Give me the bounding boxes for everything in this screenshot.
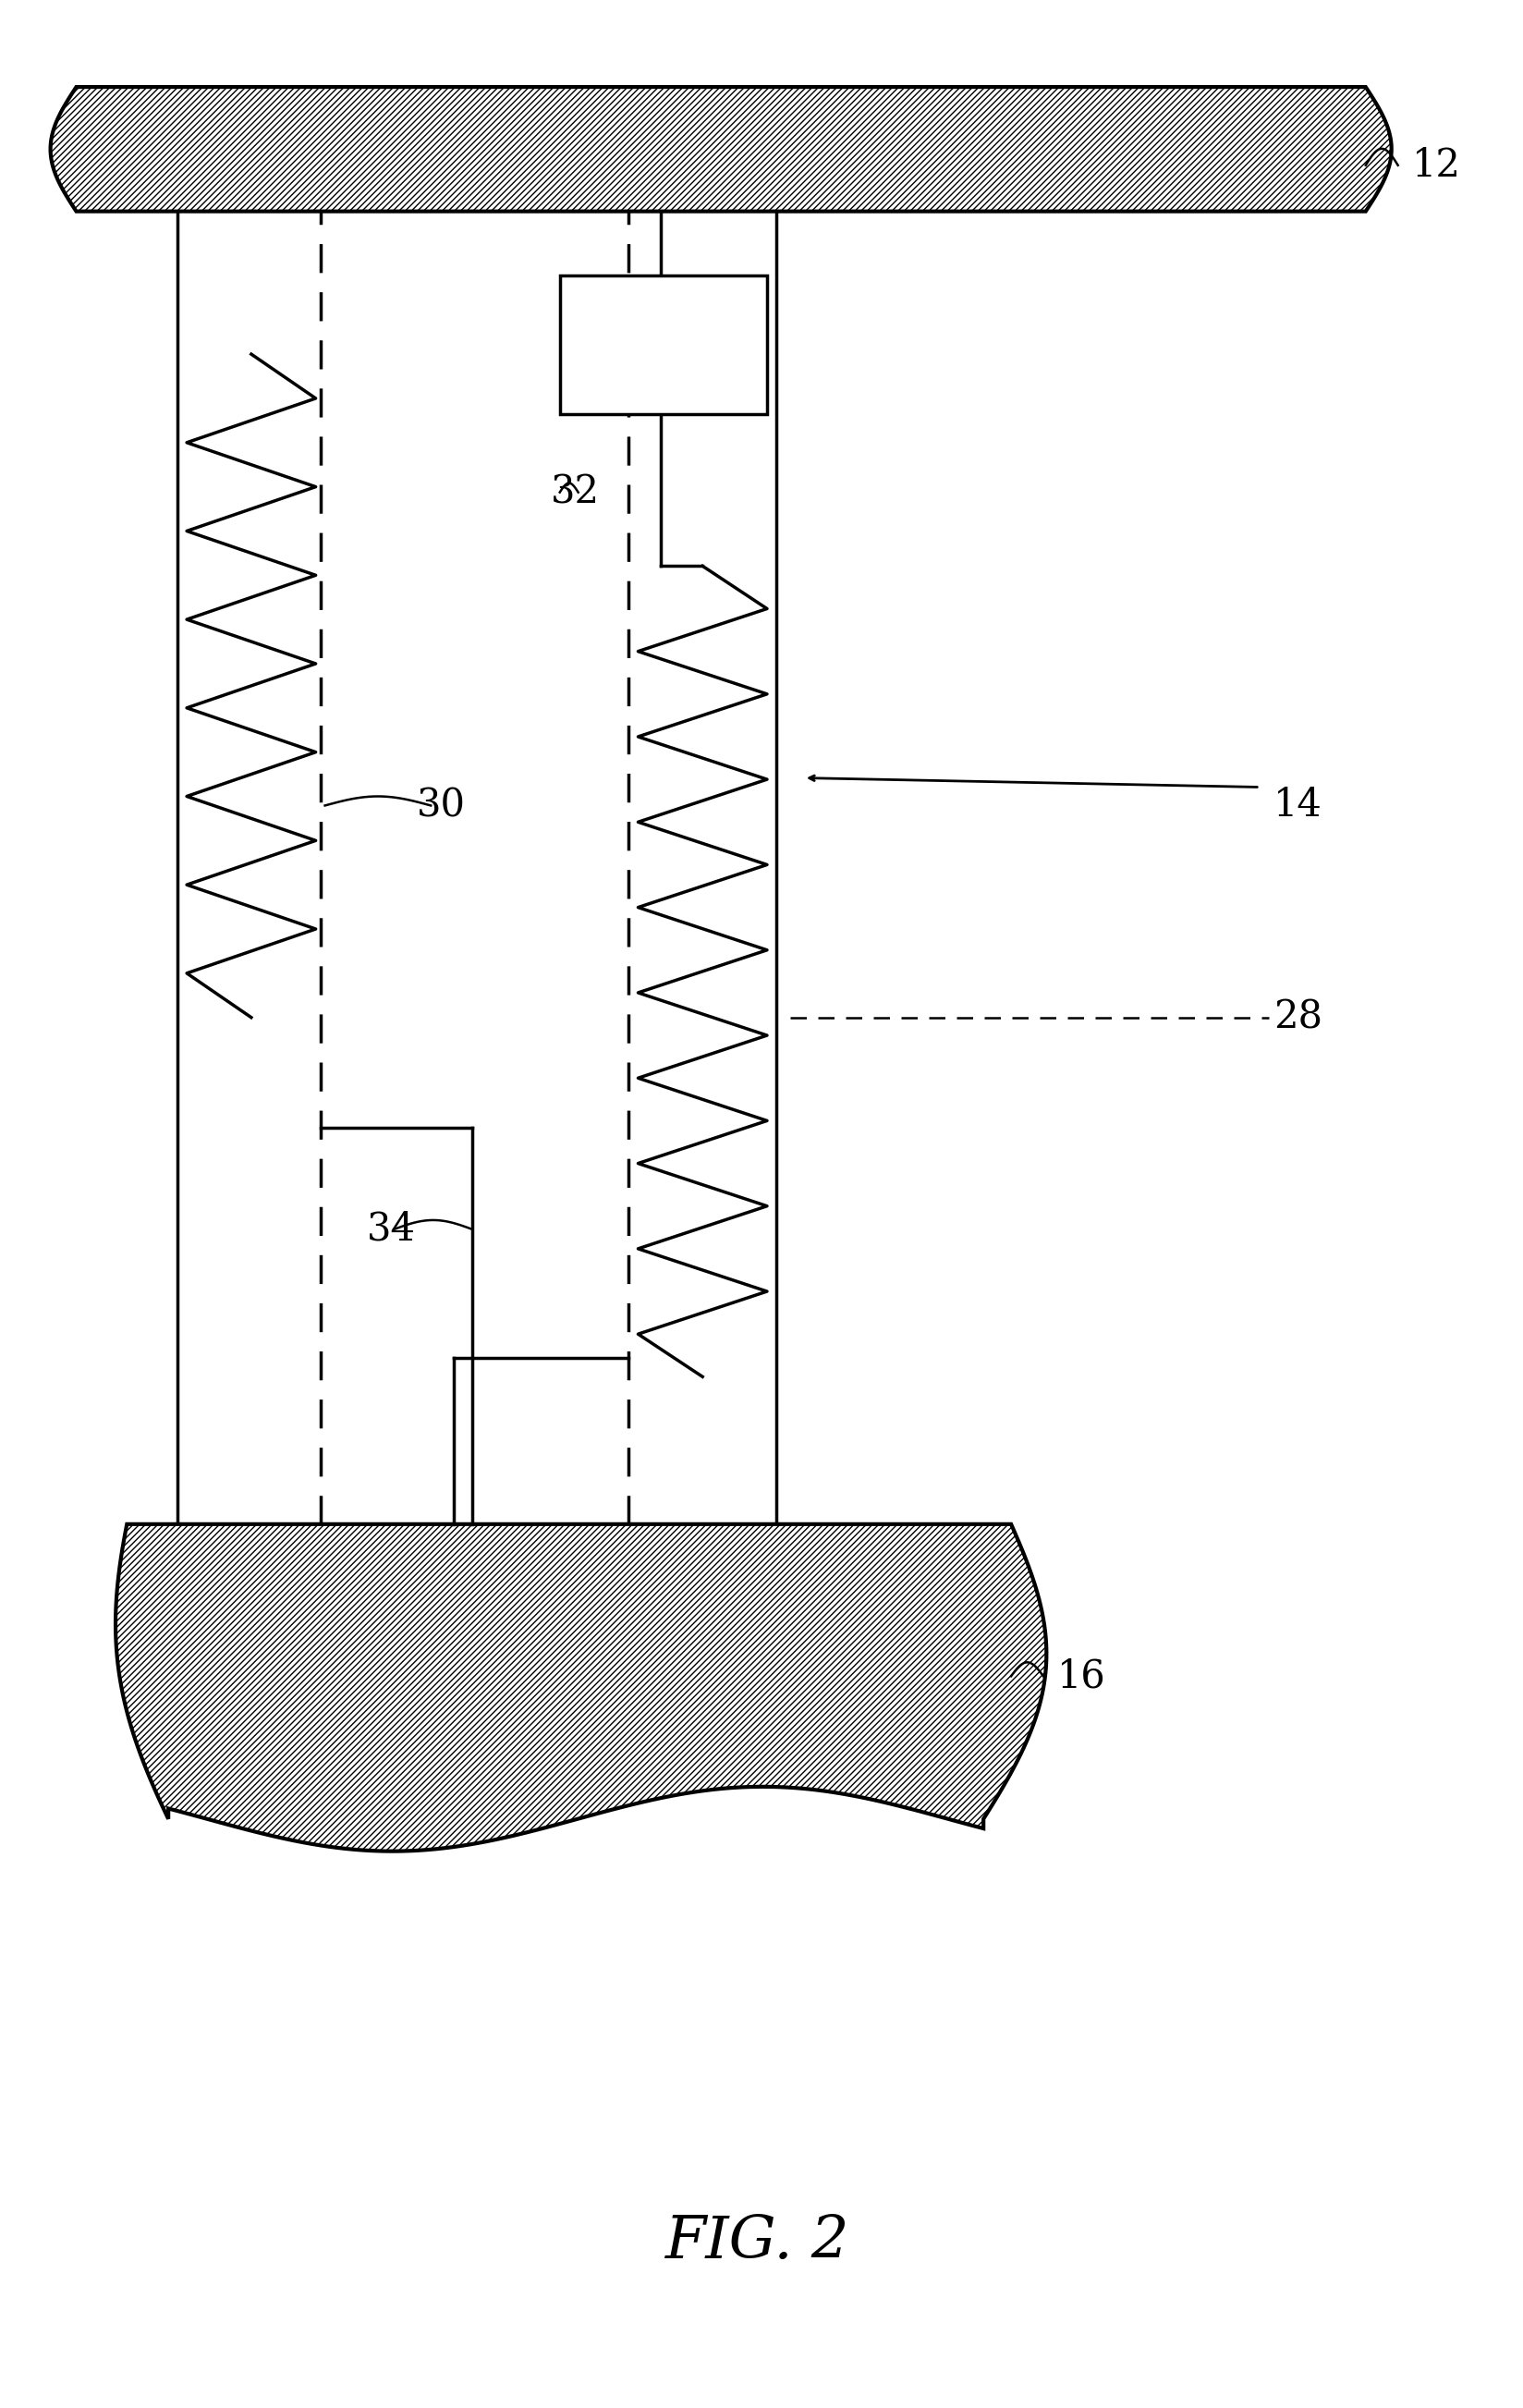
Text: 28: 28	[1273, 997, 1322, 1038]
Text: 14: 14	[1273, 785, 1322, 826]
Polygon shape	[116, 1524, 1046, 1852]
Text: FIG. 2: FIG. 2	[666, 2215, 850, 2271]
Bar	[559, 277, 766, 414]
Text: 12: 12	[1410, 147, 1461, 185]
Polygon shape	[50, 87, 1390, 212]
Text: 34: 34	[366, 1209, 416, 1250]
Text: 16: 16	[1057, 1657, 1106, 1695]
Text: 30: 30	[417, 785, 466, 826]
Text: 32: 32	[550, 472, 600, 513]
